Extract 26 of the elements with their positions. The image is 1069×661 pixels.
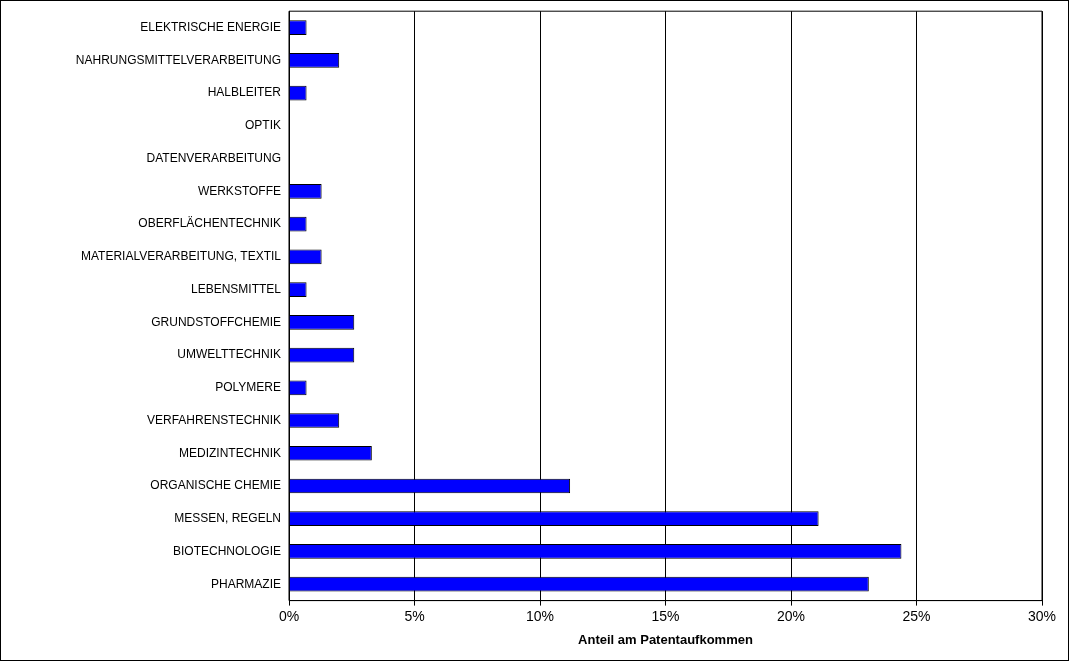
y-tick-label: LEBENSMITTEL — [190, 281, 282, 296]
y-tick-label: PHARMAZIE — [210, 576, 281, 591]
x-tick-label: 15% — [651, 607, 680, 624]
y-tick-label: ORGANISCHE CHEMIE — [150, 478, 281, 493]
y-tick-label: POLYMERE — [215, 380, 281, 395]
y-tick-label: WERKSTOFFE — [197, 183, 281, 198]
y-tick-label: MESSEN, REGELN — [174, 511, 281, 526]
y-tick-label: UMWELTTECHNIK — [177, 347, 281, 362]
y-tick-label: MEDIZINTECHNIK — [179, 445, 281, 460]
y-tick-label: OBERFLÄCHENTECHNIK — [138, 216, 281, 231]
x-tick-label: 30% — [1027, 607, 1057, 624]
y-tick-label: GRUNDSTOFFCHEMIE — [151, 314, 281, 329]
x-tick-label: 10% — [525, 607, 555, 624]
x-tick-label: 20% — [776, 607, 806, 624]
y-tick-label: HALBLEITER — [207, 85, 282, 100]
x-axis-title: Anteil am Patentaufkommen — [578, 631, 753, 647]
y-tick-label: VERFAHRENSTECHNIK — [146, 412, 281, 427]
y-tick-label: MATERIALVERARBEITUNG, TEXTIL — [80, 249, 282, 264]
y-tick-label: NAHRUNGSMITTELVERARBEITUNG — [75, 52, 281, 67]
x-tick-label: 5% — [404, 607, 425, 624]
x-tick-label: 0% — [278, 607, 300, 624]
y-tick-label: DATENVERARBEITUNG — [146, 150, 281, 165]
y-tick-label: OPTIK — [244, 118, 281, 133]
y-tick-label: ELEKTRISCHE ENERGIE — [140, 19, 281, 34]
x-tick-label: 25% — [902, 607, 931, 624]
y-tick-label: BIOTECHNOLOGIE — [172, 543, 281, 558]
